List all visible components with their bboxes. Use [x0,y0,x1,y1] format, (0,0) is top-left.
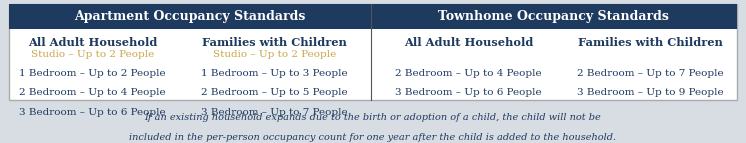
Text: 3 Bedroom – Up to 6 People: 3 Bedroom – Up to 6 People [395,89,542,97]
Text: 1 Bedroom – Up to 2 People: 1 Bedroom – Up to 2 People [19,69,166,78]
FancyBboxPatch shape [9,4,737,100]
Text: 3 Bedroom – Up to 7 People: 3 Bedroom – Up to 7 People [201,108,348,117]
Text: Studio – Up to 2 People: Studio – Up to 2 People [213,50,336,59]
Text: 1 Bedroom – Up to 3 People: 1 Bedroom – Up to 3 People [201,69,348,78]
Text: 2 Bedroom – Up to 4 People: 2 Bedroom – Up to 4 People [19,89,166,97]
Text: 3 Bedroom – Up to 6 People: 3 Bedroom – Up to 6 People [19,108,166,117]
FancyBboxPatch shape [9,4,371,29]
FancyBboxPatch shape [371,4,737,29]
Text: 2 Bedroom – Up to 7 People: 2 Bedroom – Up to 7 People [577,69,724,78]
Text: If an existing household expands due to the birth or adoption of a child, the ch: If an existing household expands due to … [145,113,601,122]
Text: included in the per-person occupancy count for one year after the child is added: included in the per-person occupancy cou… [130,133,616,142]
Text: All Adult Household: All Adult Household [404,37,533,48]
Text: Townhome Occupancy Standards: Townhome Occupancy Standards [439,10,669,23]
Text: Families with Children: Families with Children [202,37,347,48]
Text: 2 Bedroom – Up to 5 People: 2 Bedroom – Up to 5 People [201,89,348,97]
Text: Studio – Up to 2 People: Studio – Up to 2 People [31,50,154,59]
Text: Families with Children: Families with Children [578,37,723,48]
Text: 2 Bedroom – Up to 4 People: 2 Bedroom – Up to 4 People [395,69,542,78]
Text: Apartment Occupancy Standards: Apartment Occupancy Standards [74,10,306,23]
Text: All Adult Household: All Adult Household [28,37,157,48]
Text: 3 Bedroom – Up to 9 People: 3 Bedroom – Up to 9 People [577,89,724,97]
